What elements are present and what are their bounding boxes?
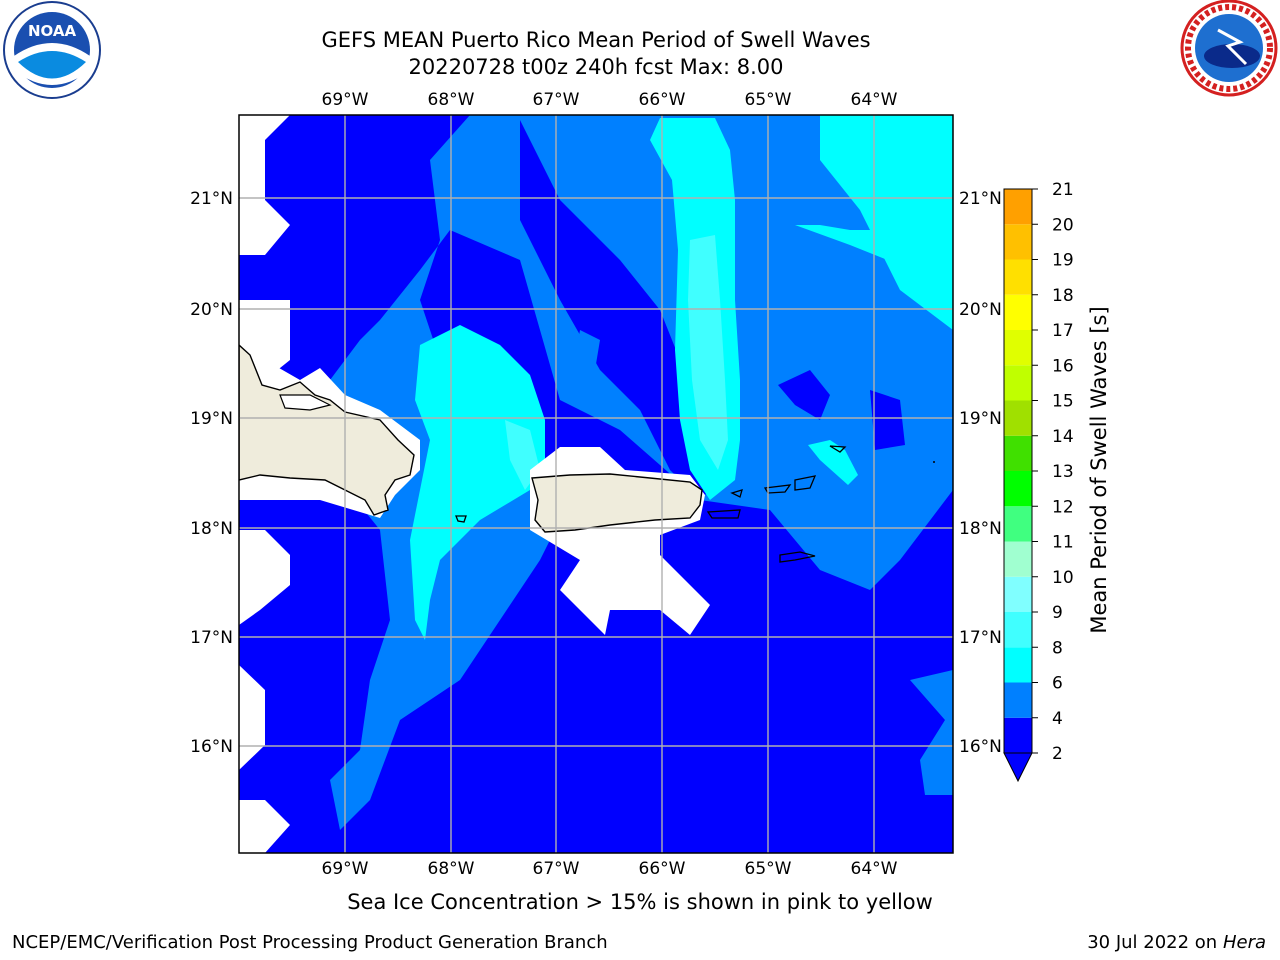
lat-label-left: 19°N bbox=[190, 409, 233, 429]
colorbar-extend-arrow bbox=[1003, 752, 1033, 783]
colorbar-tick-label: 11 bbox=[1052, 533, 1074, 553]
lat-label-left: 18°N bbox=[190, 519, 233, 539]
colorbar-segment bbox=[1004, 400, 1032, 436]
colorbar-tick-label: 19 bbox=[1052, 251, 1074, 271]
swell-period-field bbox=[239, 115, 953, 853]
lon-label-top: 65°W bbox=[745, 90, 792, 110]
run-date: 30 Jul 2022 on Hera bbox=[1087, 932, 1266, 953]
lat-label-left: 21°N bbox=[190, 189, 233, 209]
lat-label-right: 18°N bbox=[959, 519, 1002, 539]
lon-label-bottom: 66°W bbox=[639, 859, 686, 879]
colorbar-tick-label: 4 bbox=[1052, 709, 1063, 729]
lon-label-top: 68°W bbox=[428, 90, 475, 110]
map-title: GEFS MEAN Puerto Rico Mean Period of Swe… bbox=[321, 28, 871, 52]
lon-label-bottom: 67°W bbox=[533, 859, 580, 879]
colorbar-segment bbox=[1004, 471, 1032, 507]
colorbar-segment bbox=[1004, 717, 1032, 753]
colorbar-segment bbox=[1004, 506, 1032, 542]
noaa-logo-name: NOAA bbox=[28, 22, 77, 40]
colorbar-label: Mean Period of Swell Waves [s] bbox=[1087, 306, 1111, 633]
colorbar-tick-label: 2 bbox=[1052, 744, 1063, 764]
colorbar-tick-label: 20 bbox=[1052, 215, 1074, 235]
colorbar: 2 4 6 8 9 10 11 12 13 14 15 16 17 18 19 20 21 bbox=[1003, 180, 1074, 783]
map-subtitle: 20220728 t00z 240h fcst Max: 8.00 bbox=[408, 55, 784, 79]
colorbar-tick-label: 18 bbox=[1052, 286, 1074, 306]
colorbar-tick-label: 15 bbox=[1052, 392, 1074, 412]
lat-label-right: 16°N bbox=[959, 737, 1002, 757]
colorbar-segment bbox=[1004, 189, 1032, 225]
colorbar-tick-label: 16 bbox=[1052, 356, 1074, 376]
lon-label-top: 69°W bbox=[322, 90, 369, 110]
colorbar-segment bbox=[1004, 541, 1032, 577]
lon-label-top: 64°W bbox=[851, 90, 898, 110]
colorbar-tick-label: 17 bbox=[1052, 321, 1074, 341]
colorbar-tick-label: 21 bbox=[1052, 180, 1074, 200]
producer-credit: NCEP/EMC/Verification Post Processing Pr… bbox=[12, 932, 608, 953]
colorbar-segment bbox=[1004, 294, 1032, 330]
run-date-text: 30 Jul 2022 on bbox=[1087, 932, 1218, 953]
lon-label-bottom: 68°W bbox=[428, 859, 475, 879]
lat-label-right: 19°N bbox=[959, 409, 1002, 429]
colorbar-segment bbox=[1004, 224, 1032, 260]
colorbar-tick-label: 14 bbox=[1052, 427, 1074, 447]
lat-label-right: 21°N bbox=[959, 189, 1002, 209]
colorbar-segment bbox=[1004, 435, 1032, 471]
sea-ice-note: Sea Ice Concentration > 15% is shown in … bbox=[347, 890, 933, 914]
colorbar-segment bbox=[1004, 365, 1032, 401]
lon-label-bottom: 65°W bbox=[745, 859, 792, 879]
colorbar-tick-label: 13 bbox=[1052, 462, 1074, 482]
lon-label-top: 67°W bbox=[533, 90, 580, 110]
lon-label-top: 66°W bbox=[639, 90, 686, 110]
lon-label-bottom: 64°W bbox=[851, 859, 898, 879]
colorbar-tick-label: 12 bbox=[1052, 497, 1074, 517]
colorbar-segment bbox=[1004, 330, 1032, 366]
colorbar-segment bbox=[1004, 647, 1032, 683]
lat-label-left: 20°N bbox=[190, 300, 233, 320]
colorbar-tick-label: 10 bbox=[1052, 568, 1074, 588]
noaa-logo: NOAA bbox=[3, 1, 101, 99]
lon-label-bottom: 69°W bbox=[322, 859, 369, 879]
lat-label-right: 17°N bbox=[959, 628, 1002, 648]
colorbar-segment bbox=[1004, 259, 1032, 295]
colorbar-tick-label: 9 bbox=[1052, 603, 1063, 623]
lat-label-left: 16°N bbox=[190, 737, 233, 757]
colorbar-tick-label: 8 bbox=[1052, 638, 1063, 658]
colorbar-segment bbox=[1004, 576, 1032, 612]
graticule bbox=[239, 115, 953, 853]
colorbar-segment bbox=[1004, 682, 1032, 718]
colorbar-segment bbox=[1004, 612, 1032, 648]
host-name: Hera bbox=[1222, 932, 1266, 953]
lat-label-left: 17°N bbox=[190, 628, 233, 648]
lat-label-right: 20°N bbox=[959, 300, 1002, 320]
nws-logo bbox=[1180, 0, 1278, 97]
colorbar-tick-label: 6 bbox=[1052, 674, 1063, 694]
map-frame bbox=[238, 114, 954, 854]
